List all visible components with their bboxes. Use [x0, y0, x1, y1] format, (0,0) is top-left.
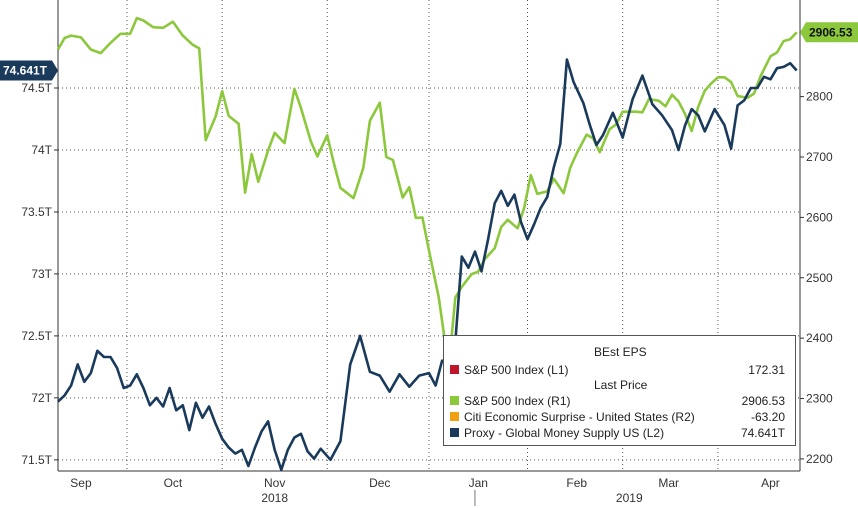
legend-header-last-price: Last Price	[594, 378, 648, 392]
x-axis-month-label: Sep	[70, 476, 92, 490]
right-axis-tick-label: 2200	[806, 452, 833, 466]
legend-item: Proxy - Global Money Supply US (L2) 74.6…	[450, 426, 789, 441]
right-axis-tick-label: 2600	[806, 210, 833, 224]
legend-header-best-eps: BEst EPS	[594, 345, 647, 359]
left-last-value-text: 74.641T	[3, 64, 48, 78]
legend-swatch	[450, 412, 459, 421]
last-value-flags: 74.641T 2906.53	[0, 22, 858, 81]
right-last-value-flag	[800, 22, 858, 43]
right-axis-tick-label: 2800	[806, 90, 833, 104]
left-axis-tick-label: 73T	[31, 267, 52, 281]
right-axis-tick-label: 2700	[806, 150, 833, 164]
x-axis-month-label: Nov	[264, 476, 285, 490]
legend-item: S&P 500 Index (L1) 172.31	[450, 363, 789, 378]
legend-item-value: 172.31	[748, 363, 785, 377]
x-axis-month-label: Mar	[658, 476, 679, 490]
legend-item: S&P 500 Index (R1) 2906.53	[450, 394, 789, 409]
left-axis-tick-label: 71.5T	[21, 453, 52, 467]
right-axis-tick-label: 2500	[806, 271, 833, 285]
left-axis-tick-label: 72T	[31, 391, 52, 405]
legend-item-value: 2906.53	[741, 394, 785, 408]
left-last-value-flag	[0, 60, 58, 81]
legend-swatch	[450, 396, 459, 405]
legend-item-value: -63.20	[750, 410, 785, 424]
x-axis-month-label: Feb	[566, 476, 587, 490]
legend-item-label: Proxy - Global Money Supply US (L2)	[464, 426, 665, 440]
legend-swatch	[450, 365, 459, 374]
right-last-value-text: 2906.53	[809, 25, 853, 39]
left-axis-tick-label: 74.5T	[21, 81, 52, 95]
right-axis-tick-label: 2400	[806, 331, 833, 345]
left-axis-tick-label: 72.5T	[21, 329, 52, 343]
x-axis-year-label: 2018	[261, 491, 288, 505]
x-axis-month-label: Apr	[761, 476, 780, 490]
left-axis-tick-label: 74T	[31, 143, 52, 157]
left-axis-tick-label: 73.5T	[21, 205, 52, 219]
x-axis-month-label: Dec	[369, 476, 390, 490]
legend-item-label: S&P 500 Index (L1)	[464, 363, 569, 377]
series-line-money-supply	[57, 58, 798, 472]
legend-box: BEst EPS S&P 500 Index (L1) 172.31 Last …	[443, 335, 796, 446]
x-axis-month-label: Jan	[469, 476, 488, 490]
axes: 71.5T 72T 72.5T 73T 73.5T 74T 74.5T 2200 2300 240…	[21, 0, 833, 506]
right-axis-tick-label: 2300	[806, 392, 833, 406]
legend-item-label: Citi Economic Surprise - United States (…	[464, 410, 695, 424]
legend-item-label: S&P 500 Index (R1)	[464, 394, 571, 408]
x-axis-year-label: 2019	[616, 491, 643, 505]
legend-item: Citi Economic Surprise - United States (…	[450, 410, 789, 425]
legend-item-value: 74.641T	[740, 426, 785, 440]
x-axis-month-label: Oct	[164, 476, 183, 490]
legend-swatch	[450, 428, 459, 437]
